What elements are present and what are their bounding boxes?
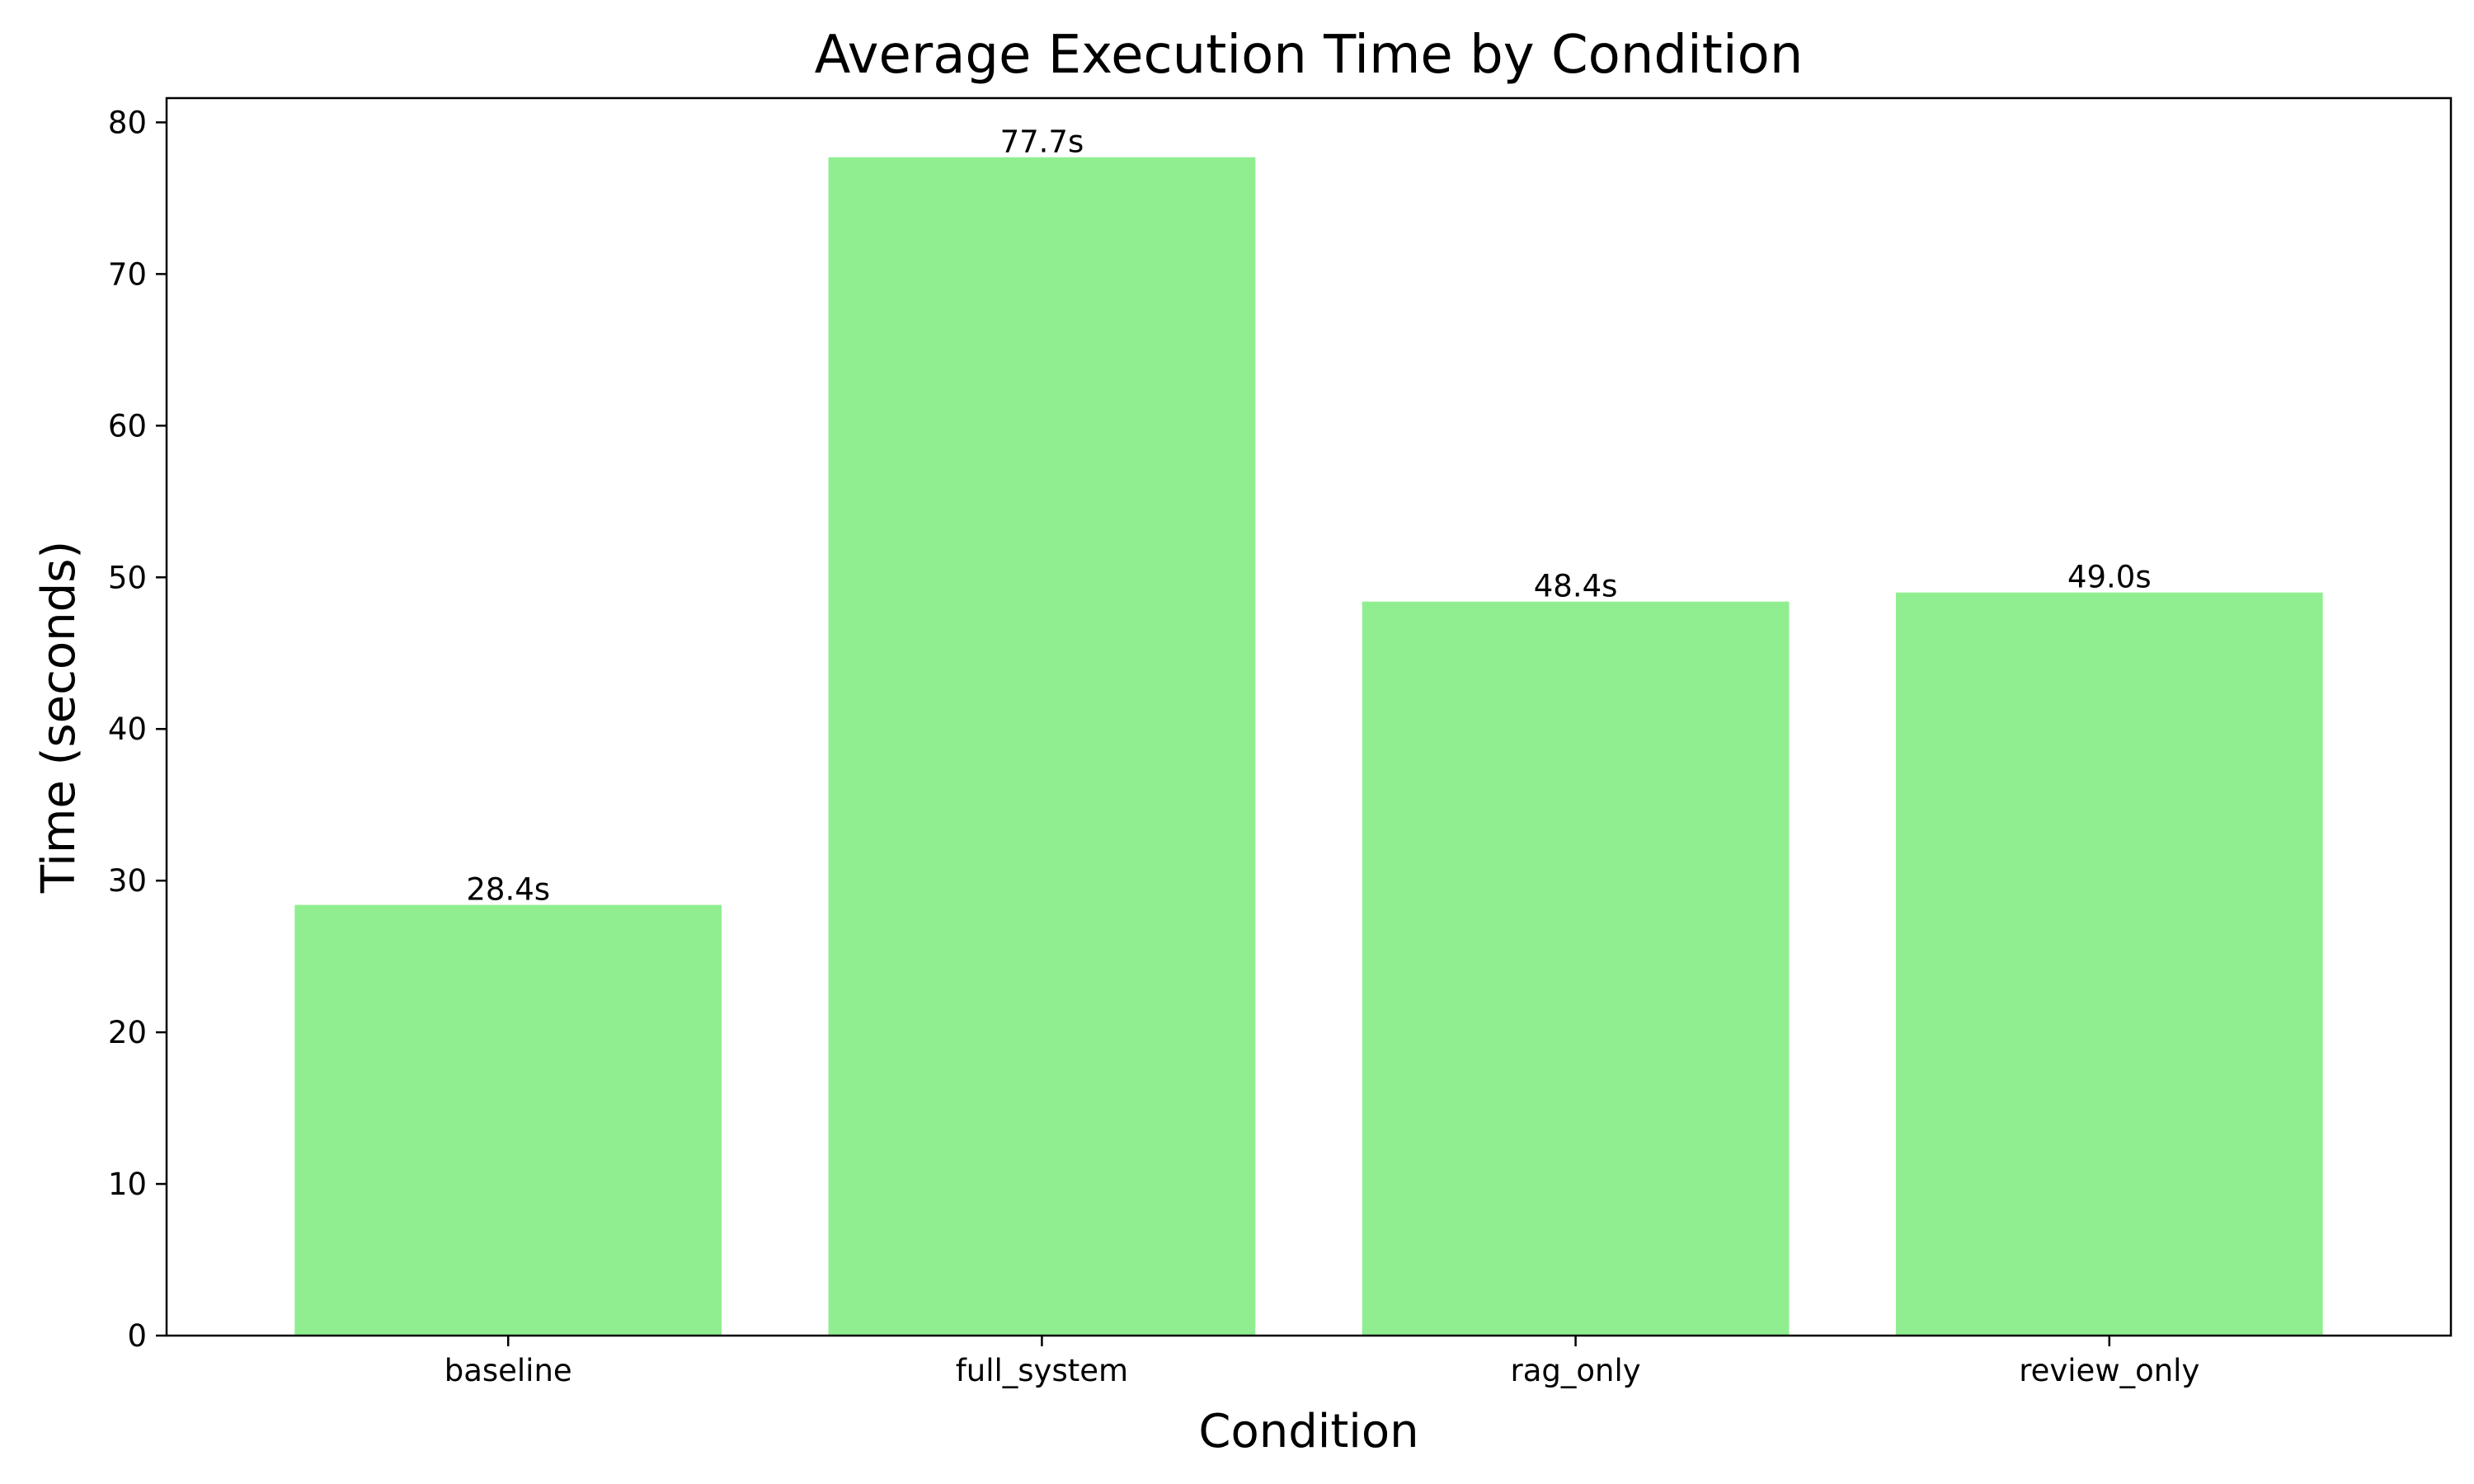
- y-tick-label: 20: [108, 1015, 147, 1050]
- x-axis-title: Condition: [1198, 1405, 1418, 1458]
- bar-value-label: 49.0s: [2067, 560, 2152, 595]
- x-axis-ticks: baseline full_system rag_only review_only: [444, 1336, 2199, 1388]
- bar-review_only: [1895, 592, 2323, 1336]
- y-tick-label: 50: [108, 560, 147, 595]
- y-axis-title: Time (seconds): [32, 541, 86, 894]
- y-tick-label: 10: [108, 1167, 147, 1202]
- x-tick-label: full_system: [956, 1353, 1128, 1388]
- bar-baseline: [294, 904, 722, 1336]
- y-tick-label: 60: [108, 408, 147, 444]
- plot-frame: [165, 96, 2453, 1337]
- x-tick-label: baseline: [444, 1353, 572, 1388]
- bar-value-label: 77.7s: [1000, 124, 1084, 160]
- y-tick-label: 80: [108, 105, 147, 140]
- bar-full_system: [828, 157, 1256, 1336]
- y-tick-label: 30: [108, 863, 147, 899]
- bar-value-label: 28.4s: [466, 872, 550, 908]
- x-tick-label: rag_only: [1511, 1353, 1641, 1388]
- bars-layer: [294, 157, 2323, 1336]
- y-tick-label: 0: [127, 1318, 147, 1354]
- chart-title: Average Execution Time by Condition: [815, 25, 1804, 86]
- y-axis-ticks: 0 10 20 30 40 50 60 70 80: [108, 105, 167, 1354]
- y-tick-label: 40: [108, 711, 147, 747]
- y-tick-label: 70: [108, 256, 147, 292]
- bar-rag_only: [1362, 601, 1790, 1336]
- bar-value-labels: 28.4s 77.7s 48.4s 49.0s: [466, 124, 2151, 908]
- bar-value-label: 48.4s: [1534, 569, 1618, 604]
- x-tick-label: review_only: [2019, 1353, 2199, 1388]
